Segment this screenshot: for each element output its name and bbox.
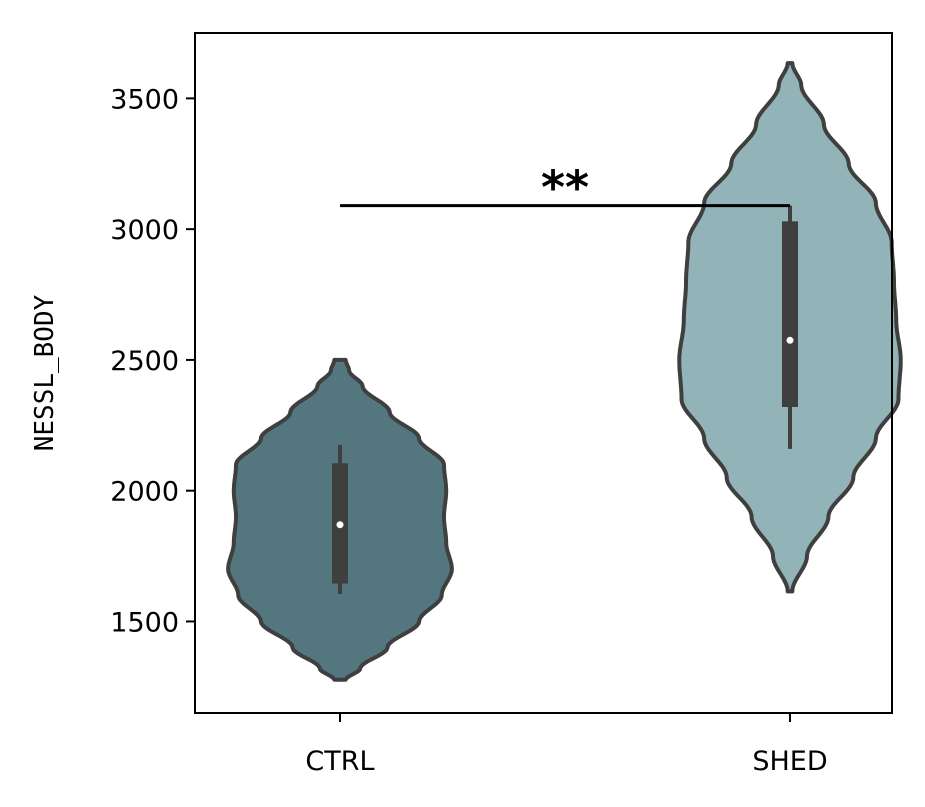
y-tick-label: 3500 (110, 84, 179, 115)
y-tick-label: 2500 (110, 346, 179, 377)
y-tick-label: 1500 (110, 607, 179, 638)
iqr-box-shed (782, 221, 798, 407)
x-tick-label: SHED (752, 746, 827, 777)
plot-area: ** (226, 61, 903, 682)
y-tick-label: 2000 (110, 477, 179, 508)
y-tick-label: 3000 (110, 215, 179, 246)
y-axis-label: NESSL_BODY (30, 294, 60, 451)
significance-label: ** (541, 161, 589, 215)
y-axis: 1500 2000 2500 3000 3500 (110, 84, 195, 638)
plot-frame (194, 32, 893, 714)
median-marker-ctrl (336, 521, 344, 529)
median-marker-shed (786, 336, 794, 344)
x-axis: CTRL SHED (305, 713, 828, 777)
x-tick-label: CTRL (305, 746, 374, 777)
